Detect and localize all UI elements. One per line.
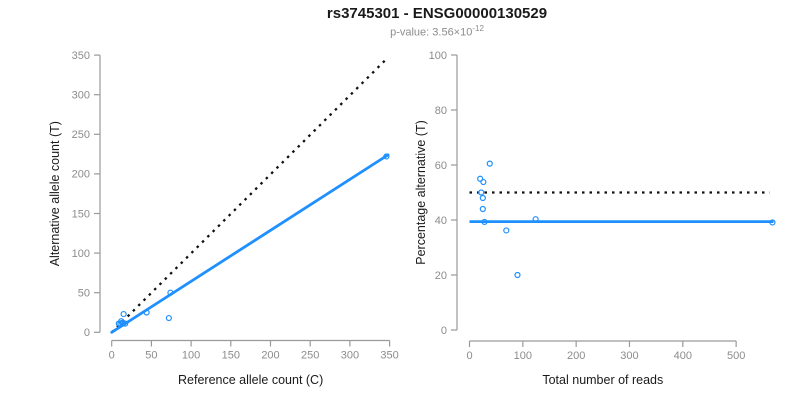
data-point — [479, 205, 486, 213]
y-tick-label: 100 — [429, 50, 447, 62]
x-tick-label: 400 — [674, 350, 692, 362]
x-tick-label: 300 — [620, 350, 638, 362]
pvalue-text: p-value: 3.56×10 — [390, 26, 473, 39]
figure-title: rs3745301 - ENSG00000130529 — [326, 5, 548, 22]
plot-percentage-vs-total: 0 20 40 60 80 100 0 100 200 300 400 500 Total number… — [414, 50, 776, 387]
y-axis-title: Alternative allele count (T) — [48, 121, 62, 266]
y-tick-label: 250 — [72, 129, 90, 141]
y-tick-label: 100 — [72, 248, 90, 260]
x-tick-label: 0 — [109, 350, 115, 362]
x-tick-label: 100 — [514, 350, 532, 362]
y-tick-label: 40 — [435, 215, 447, 227]
x-axis-title: Total number of reads — [542, 373, 663, 387]
x-axis-title: Reference allele count (C) — [178, 373, 323, 387]
x-tick-label: 500 — [727, 350, 745, 362]
y-tick-label: 0 — [441, 325, 447, 337]
data-point — [479, 194, 486, 202]
data-point — [118, 319, 126, 326]
y-axis-title: Percentage alternative (T) — [414, 120, 428, 265]
data-point — [532, 216, 539, 223]
data-point — [503, 227, 510, 234]
y-tick-label: 200 — [72, 169, 90, 181]
y-tick-label: 150 — [72, 208, 90, 220]
data-point — [477, 175, 484, 182]
x-tick-label: 200 — [567, 350, 585, 362]
plot-allele-counts: 0 50 100 150 200 250 300 350 0 50 100 150 200 250 300 3… — [48, 50, 399, 387]
x-tick-label: 300 — [341, 350, 359, 362]
fit-line — [110, 153, 390, 334]
data-point — [143, 309, 150, 316]
figure-subtitle: p-value: 3.56×10-12 — [390, 24, 484, 39]
y-tick-label: 20 — [435, 270, 447, 282]
data-point — [486, 160, 493, 167]
data-point — [481, 218, 488, 226]
data-point — [383, 153, 390, 160]
y-tick-label: 350 — [72, 50, 90, 62]
y-tick-label: 50 — [78, 288, 90, 300]
data-point — [120, 310, 127, 318]
identity-dotted-line — [110, 58, 388, 334]
x-tick-label: 200 — [261, 350, 279, 362]
y-tick-label: 60 — [435, 160, 447, 172]
x-tick-label: 250 — [301, 350, 319, 362]
data-point — [480, 178, 487, 186]
x-tick-label: 50 — [145, 350, 157, 362]
x-tick-label: 150 — [222, 350, 240, 362]
x-tick-label: 350 — [380, 350, 398, 362]
data-point — [119, 320, 126, 327]
data-point — [769, 219, 776, 226]
data-point — [122, 320, 129, 327]
y-tick-label: 0 — [84, 327, 90, 339]
data-point — [478, 189, 485, 196]
data-point — [514, 271, 521, 279]
data-point — [165, 314, 172, 322]
x-tick-label: 0 — [466, 350, 472, 362]
y-tick-label: 300 — [72, 90, 90, 102]
y-tick-label: 80 — [435, 105, 447, 117]
x-tick-label: 100 — [182, 350, 200, 362]
data-point — [167, 289, 174, 296]
pvalue-exponent: -12 — [472, 24, 484, 33]
